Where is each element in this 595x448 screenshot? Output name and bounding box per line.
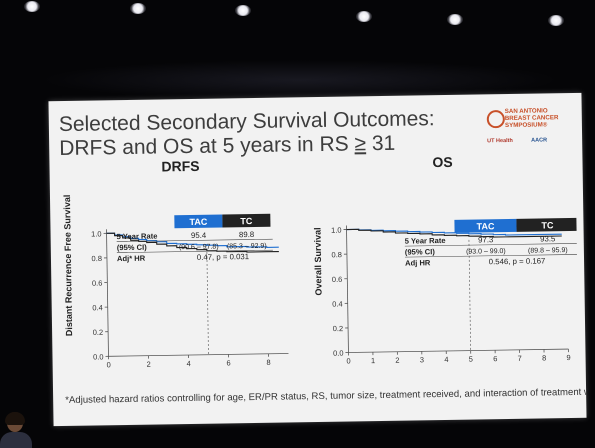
table-row-label: Adj HR <box>405 258 431 267</box>
chart-title: DRFS <box>161 158 199 175</box>
table-row-label: 5 Year Rate <box>405 236 446 246</box>
x-tick-label: 4 <box>444 355 448 364</box>
table-cell: (89.8 – 95.9) <box>528 247 568 255</box>
x-tick-label: 4 <box>186 359 190 368</box>
slide-title-line-2-suffix: 31 <box>366 132 396 155</box>
ceiling-light <box>130 3 146 14</box>
y-tick-label: 0.8 <box>331 250 342 259</box>
y-axis-label: Distant Recurrence Free Survival <box>62 195 74 337</box>
os-chart: OS Overall Survival 0.0 0.2 0.4 0.6 0.8 1.0 0 1 2 3… <box>307 151 578 365</box>
x-tick-label: 1 <box>371 356 375 365</box>
five-year-reference-line <box>469 240 471 351</box>
table-cell: (90.6 – 97.8) <box>179 244 219 252</box>
table-header-label: TC <box>541 220 554 230</box>
table-cell: 95.4 <box>191 231 207 240</box>
x-tick-label: 6 <box>226 358 230 367</box>
x-axis-line <box>348 349 568 352</box>
slide-title: Selected Secondary Survival Outcomes: DR… <box>59 107 436 161</box>
x-tick-label: 6 <box>493 354 497 363</box>
table-cell: (93.0 – 99.0) <box>466 248 506 256</box>
x-tick-label: 0 <box>106 360 110 369</box>
aacr-logo: AACR <box>531 137 547 143</box>
table-merged-cell: 0.546, p = 0.167 <box>489 256 546 266</box>
y-tick-label: 0.2 <box>93 328 104 337</box>
greater-equal-symbol: ≥ <box>354 132 366 155</box>
footnote: *Adjusted hazard ratios controlling for … <box>65 386 586 406</box>
y-tick-label: 0.0 <box>93 352 104 361</box>
x-axis-label: Years <box>447 365 471 366</box>
table-row-label: Adj* HR <box>117 254 146 263</box>
table-cell: 97.3 <box>478 235 493 244</box>
y-tick-label: 0.2 <box>333 324 344 333</box>
presentation-slide: Selected Secondary Survival Outcomes: DR… <box>48 93 586 426</box>
x-tick-label: 2 <box>395 356 399 365</box>
x-tick-label: 3 <box>420 355 424 364</box>
x-tick-label: 7 <box>518 354 522 363</box>
y-tick-label: 0.6 <box>92 279 103 288</box>
table-row-label: (95% CI) <box>117 243 148 252</box>
ceiling-light <box>548 15 564 26</box>
x-tick-label: 2 <box>146 360 150 369</box>
ceiling-light <box>356 11 372 22</box>
table-cell: (85.3 – 92.9) <box>227 243 267 251</box>
table-row-label: 5 Year Rate <box>117 232 158 242</box>
table-merged-cell: 0.47, p = 0.031 <box>197 252 249 262</box>
y-tick-label: 0.6 <box>332 275 343 284</box>
table-cell: 89.8 <box>239 230 254 239</box>
ceiling-light <box>235 5 251 16</box>
ut-health-logo: UT Health <box>487 138 513 144</box>
ceiling-light <box>24 1 40 12</box>
chart-title: OS <box>432 154 452 170</box>
x-tick-label: 0 <box>346 356 350 365</box>
presenter-video <box>0 410 34 446</box>
ceiling-light <box>447 14 463 25</box>
table-header-label: TC <box>240 216 253 226</box>
y-tick-label: 1.0 <box>91 229 102 238</box>
table-row-label: (95% CI) <box>405 247 436 256</box>
table-header-label: TAC <box>477 221 495 231</box>
sabcs-logo-text: SAN ANTONIO BREAST CANCER SYMPOSIUM® <box>505 107 575 129</box>
table-header-label: TAC <box>189 217 207 227</box>
x-tick-label: 8 <box>266 358 270 367</box>
y-axis-label: Overall Survival <box>312 227 323 295</box>
x-tick-label: 9 <box>566 353 570 362</box>
presenter-hair <box>5 412 25 425</box>
table-cell: 93.5 <box>540 234 556 243</box>
x-tick-label: 8 <box>542 353 546 362</box>
y-tick-label: 0.0 <box>333 349 344 358</box>
sabcs-logo: SAN ANTONIO BREAST CANCER SYMPOSIUM® UT … <box>487 107 576 156</box>
y-tick-label: 1.0 <box>331 226 342 235</box>
y-axis-line <box>106 229 108 356</box>
x-axis-line <box>108 353 288 356</box>
y-axis-line <box>346 226 348 353</box>
sabcs-logo-icon <box>487 110 505 128</box>
y-tick-label: 0.4 <box>92 303 103 312</box>
y-tick-label: 0.8 <box>91 254 102 263</box>
y-tick-label: 0.4 <box>332 299 343 308</box>
x-tick-label: 5 <box>469 355 473 364</box>
